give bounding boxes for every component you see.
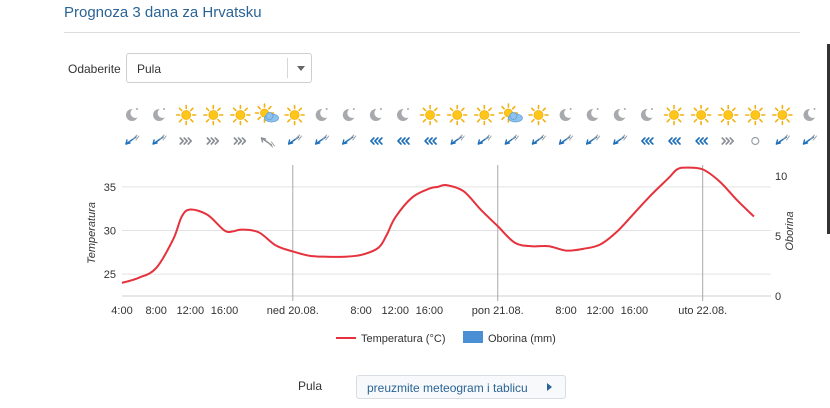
wind-se-icon <box>260 137 275 148</box>
wind-sw-icon <box>125 134 140 145</box>
y-tick-label-left: 35 <box>104 182 116 194</box>
title-divider <box>64 32 800 33</box>
moon-icon <box>803 108 818 121</box>
wind-sw-icon <box>531 134 546 145</box>
x-tick-label: ned 20.08. <box>267 305 319 317</box>
y-tick-label-right: 5 <box>775 231 781 243</box>
moon-icon <box>613 108 629 121</box>
wind-sw-icon <box>775 134 790 145</box>
moon-icon <box>586 108 602 121</box>
chart-ticks: 4:00 8:00 12:00 16:00 ned 20.08. 8:00 12:00 16:… <box>104 171 788 317</box>
download-button-label: preuzmite meteogram i tablicu <box>367 381 528 395</box>
moon-icon <box>369 108 385 121</box>
wind-e-icon <box>233 137 247 145</box>
x-tick-label: pon 21.08. <box>472 305 524 317</box>
sun-icon <box>473 104 495 126</box>
weather-icon-row <box>126 103 818 126</box>
chart-grid <box>122 165 771 301</box>
meteogram-chart: 4:00 8:00 12:00 16:00 ned 20.08. 8:00 12:00 16:… <box>86 103 818 345</box>
y-axis-label-left: Temperatura <box>86 202 98 264</box>
wind-sw-icon <box>586 134 601 145</box>
wind-sw-icon <box>504 134 519 145</box>
partly-cloudy-icon <box>498 103 523 123</box>
sun-icon <box>690 104 712 126</box>
sun-icon <box>446 104 468 126</box>
legend-precipitation-swatch <box>463 331 483 343</box>
wind-sw-icon <box>613 134 628 145</box>
wind-sw-icon <box>450 134 465 145</box>
y-tick-label-left: 25 <box>104 269 116 281</box>
y-tick-label-left: 30 <box>104 226 116 238</box>
wind-w-icon <box>397 137 410 145</box>
wind-sw-icon <box>342 134 357 145</box>
x-tick-label: 12:00 <box>586 305 614 317</box>
partly-cloudy-icon <box>254 103 279 123</box>
sun-icon <box>230 104 251 126</box>
sun-icon <box>419 104 441 126</box>
y-tick-label-right: 10 <box>775 171 787 183</box>
wind-w-icon <box>695 137 708 145</box>
moon-icon <box>559 108 575 121</box>
wind-e-icon <box>179 137 192 145</box>
x-tick-label: 8:00 <box>350 305 371 317</box>
wind-e-icon <box>721 137 734 145</box>
wind-sw-icon <box>287 134 303 145</box>
temperature-line <box>121 166 755 284</box>
sun-icon <box>772 104 793 126</box>
chart-legend: Temperatura (°C) Oborina (mm) <box>336 331 556 345</box>
sun-icon <box>744 104 766 126</box>
x-tick-label: 12:00 <box>177 305 205 317</box>
x-tick-label: 12:00 <box>381 305 409 317</box>
legend-precipitation-label: Oborina (mm) <box>488 333 556 345</box>
wind-sw-icon <box>558 134 574 145</box>
wind-w-icon <box>424 137 437 145</box>
x-tick-label: 16:00 <box>211 305 239 317</box>
page-edge-bar <box>827 44 830 234</box>
sun-icon <box>717 104 739 126</box>
moon-icon <box>315 108 331 121</box>
sun-icon <box>663 104 685 126</box>
wind-sw-icon <box>315 134 330 145</box>
sun-icon <box>175 104 197 126</box>
wind-sw-icon <box>152 134 167 145</box>
wind-w-icon <box>668 137 681 145</box>
wind-sw-icon <box>477 134 492 145</box>
x-tick-label: 16:00 <box>416 305 444 317</box>
y-axis-label-right: Oborina <box>784 211 796 250</box>
footer-location: Pula <box>298 379 323 393</box>
x-tick-label: 4:00 <box>111 305 132 317</box>
wind-e-icon <box>206 137 220 145</box>
x-tick-label: 16:00 <box>621 305 649 317</box>
location-select[interactable]: Pula <box>126 53 312 83</box>
moon-icon <box>126 108 141 121</box>
sun-icon <box>284 104 305 126</box>
chart-lines <box>121 166 755 284</box>
caret-right-icon <box>547 383 552 391</box>
chevron-down-icon[interactable] <box>297 66 305 71</box>
wind-w-icon <box>370 137 383 145</box>
location-select-label: Odaberite <box>68 62 121 76</box>
moon-icon <box>397 108 412 121</box>
sun-icon <box>203 104 224 126</box>
page-title: Prognoza 3 dana za Hrvatsku <box>64 4 262 21</box>
wind-icon-row <box>125 134 817 148</box>
x-tick-label: 8:00 <box>555 305 576 317</box>
y-tick-label-right: 0 <box>775 291 781 303</box>
download-meteogram-button[interactable]: preuzmite meteogram i tablicu <box>356 375 566 399</box>
wind-calm-icon <box>751 136 760 146</box>
moon-icon <box>640 108 656 121</box>
x-tick-label: uto 22.08. <box>678 305 727 317</box>
moon-icon <box>342 108 358 121</box>
wind-w-icon <box>641 137 654 145</box>
select-separator <box>287 58 288 78</box>
x-tick-label: 8:00 <box>145 305 166 317</box>
moon-icon <box>153 108 168 121</box>
legend-temperature-label: Temperatura (°C) <box>361 333 445 345</box>
location-select-value: Pula <box>137 62 162 76</box>
wind-sw-icon <box>802 134 817 145</box>
sun-icon <box>528 104 549 126</box>
